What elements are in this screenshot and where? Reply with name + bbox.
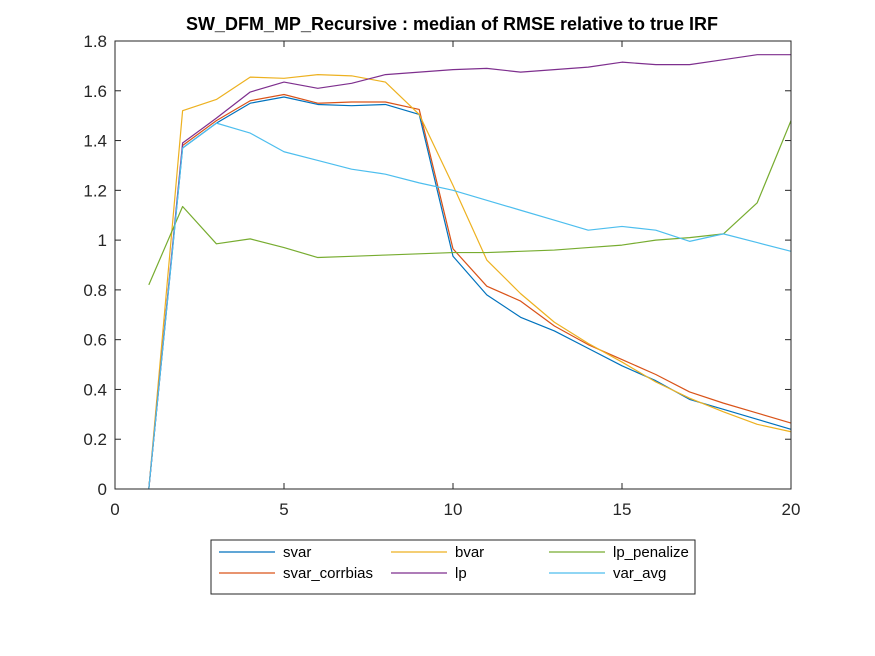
x-tick-label: 15 [613, 500, 632, 519]
y-tick-label: 1.6 [83, 82, 107, 101]
x-tick-label: 0 [110, 500, 119, 519]
y-tick-label: 1.8 [83, 32, 107, 51]
y-tick-label: 0.4 [83, 380, 107, 399]
y-tick-label: 1 [98, 231, 107, 250]
series-line-bvar [148, 73, 792, 490]
x-tick-label: 5 [279, 500, 288, 519]
series-line-lp-penalize [148, 120, 792, 286]
legend-label-lp: lp [455, 565, 467, 582]
series-line-svar [148, 96, 792, 490]
legend-label-var-avg: var_avg [613, 565, 666, 582]
series-line-lp [148, 54, 791, 490]
x-tick-label: 20 [782, 500, 801, 519]
series-line-var-avg [148, 122, 792, 490]
legend-label-svar-corrbias: svar_corrbias [283, 565, 373, 582]
x-tick-label: 10 [444, 500, 463, 519]
y-tick-label: 0.8 [83, 281, 107, 300]
legend-label-svar: svar [283, 544, 311, 561]
series-line-svar-corrbias [148, 93, 792, 490]
y-tick-label: 0 [98, 480, 107, 499]
y-tick-label: 1.2 [83, 181, 107, 200]
legend-label-bvar: bvar [455, 544, 484, 561]
axes-layer: 0 5 10 15 20 0 0.2 0.4 0.6 0.8 1 1.2 1.4 1.6 1.8 [83, 32, 800, 519]
y-tick-label: 1.4 [83, 132, 107, 151]
legend: svar bvar lp_penalize svar_corrbias lp var_av… [210, 539, 696, 595]
y-tick-label: 0.2 [83, 430, 107, 449]
plot-area [115, 41, 791, 489]
series-layer [148, 54, 792, 490]
legend-box [210, 539, 696, 595]
y-tick-label: 0.6 [83, 331, 107, 350]
legend-label-lp-penalize: lp_penalize [613, 544, 689, 561]
chart-title: SW_DFM_MP_Recursive : median of RMSE rel… [186, 14, 718, 34]
